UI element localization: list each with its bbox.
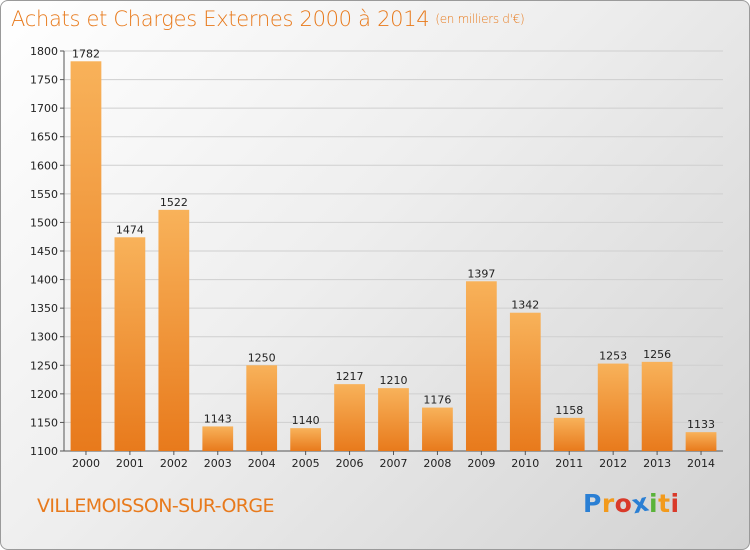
chart-title: Achats et Charges Externes 2000 à 2014 (e… — [11, 7, 525, 31]
bar — [422, 407, 453, 451]
proxiti-logo: Proxiti — [583, 488, 680, 520]
x-tick-label: 2009 — [467, 457, 495, 470]
logo-letter: i — [649, 489, 659, 518]
bar-value-label: 1522 — [160, 196, 188, 209]
y-tick-label: 1650 — [30, 131, 58, 144]
bar — [553, 417, 585, 451]
bar-value-label: 1217 — [336, 370, 364, 383]
bar-value-label: 1143 — [204, 412, 232, 425]
logo-letter: i — [670, 489, 680, 518]
chart-subtitle: (en milliers d'€) — [435, 12, 525, 26]
bar-value-label: 1176 — [423, 394, 451, 407]
x-tick-label: 2008 — [423, 457, 451, 470]
bar — [334, 384, 365, 451]
x-tick-label: 2006 — [336, 457, 364, 470]
x-tick-label: 2002 — [160, 457, 188, 470]
y-tick-label: 1150 — [30, 416, 58, 429]
bar-value-label: 1397 — [467, 267, 495, 280]
x-tick-label: 2013 — [643, 457, 671, 470]
x-tick-label: 2003 — [204, 457, 232, 470]
x-tick-label: 2012 — [599, 457, 627, 470]
commune-name: VILLEMOISSON-SUR-ORGE — [37, 495, 275, 517]
bar-value-label: 1782 — [72, 47, 100, 60]
x-tick-label: 2014 — [687, 457, 715, 470]
x-tick-label: 2005 — [292, 457, 320, 470]
x-tick-label: 2004 — [248, 457, 276, 470]
bar — [246, 365, 278, 451]
x-tick-label: 2010 — [511, 457, 539, 470]
y-tick-label: 1300 — [30, 331, 58, 344]
bar-value-label: 1256 — [643, 348, 671, 361]
bar — [202, 426, 234, 451]
y-tick-label: 1750 — [30, 74, 58, 87]
bar — [509, 312, 541, 451]
x-tick-label: 2011 — [555, 457, 583, 470]
logo-letter: P — [583, 489, 602, 518]
y-tick-label: 1100 — [30, 445, 58, 458]
y-tick-label: 1500 — [30, 216, 58, 229]
logo-letter: r — [601, 489, 615, 518]
y-tick-label: 1350 — [30, 302, 58, 315]
bar — [114, 237, 146, 451]
y-tick-label: 1600 — [30, 159, 58, 172]
bar — [290, 428, 322, 451]
bar — [685, 432, 717, 451]
y-tick-label: 1800 — [30, 45, 58, 58]
y-tick-label: 1400 — [30, 274, 58, 287]
bar-value-label: 1133 — [687, 418, 715, 431]
bar — [641, 361, 673, 451]
bar — [70, 61, 102, 452]
logo-letter: o — [614, 489, 633, 518]
bar-value-label: 1253 — [599, 350, 627, 363]
y-tick-label: 1700 — [30, 102, 58, 115]
logo-letter: t — [658, 489, 671, 518]
x-tick-label: 2001 — [116, 457, 144, 470]
y-tick-label: 1250 — [30, 359, 58, 372]
bar-value-label: 1210 — [380, 374, 408, 387]
y-tick-label: 1550 — [30, 188, 58, 201]
bar-value-label: 1250 — [248, 351, 276, 364]
x-tick-label: 2000 — [72, 457, 100, 470]
bar-value-label: 1158 — [555, 404, 583, 417]
chart-title-text: Achats et Charges Externes 2000 à 2014 — [11, 7, 430, 31]
y-tick-label: 1450 — [30, 245, 58, 258]
bar-value-label: 1140 — [292, 414, 320, 427]
bar — [465, 281, 497, 451]
x-tick-label: 2007 — [380, 457, 408, 470]
bar — [378, 388, 409, 451]
bar — [597, 363, 629, 451]
y-tick-label: 1200 — [30, 388, 58, 401]
bar — [158, 209, 190, 451]
bar-value-label: 1342 — [511, 299, 539, 312]
bar-value-label: 1474 — [116, 223, 144, 236]
